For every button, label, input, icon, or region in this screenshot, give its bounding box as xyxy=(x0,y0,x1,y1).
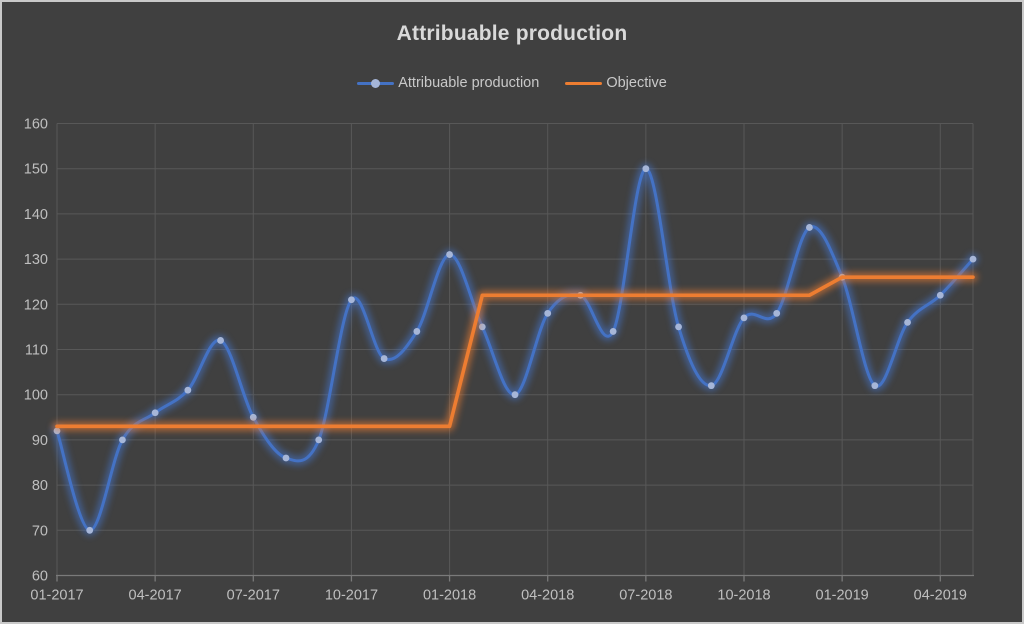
svg-text:80: 80 xyxy=(32,478,48,494)
svg-text:01-2019: 01-2019 xyxy=(816,588,869,604)
svg-text:10-2018: 10-2018 xyxy=(717,588,770,604)
svg-text:60: 60 xyxy=(32,569,48,585)
svg-text:01-2018: 01-2018 xyxy=(423,588,476,604)
x-axis-labels: 01-2017 04-2017 07-2017 10-2017 01-2018 04-20… xyxy=(30,588,967,604)
series-objective xyxy=(52,272,978,431)
svg-text:150: 150 xyxy=(24,162,48,178)
chart-legend: Attribuable production Objective xyxy=(2,75,1022,91)
legend-label-attribuable-production: Attribuable production xyxy=(398,75,540,91)
svg-text:07-2018: 07-2018 xyxy=(619,588,672,604)
svg-text:110: 110 xyxy=(25,343,48,359)
svg-text:160: 160 xyxy=(24,117,48,133)
legend-key-line-icon xyxy=(565,79,603,88)
y-axis-labels: 60 70 80 90 100 110 120 130 140 150 160 xyxy=(24,117,48,585)
legend-label-objective: Objective xyxy=(606,75,667,91)
svg-text:04-2017: 04-2017 xyxy=(129,588,182,604)
svg-text:120: 120 xyxy=(24,297,48,313)
svg-text:04-2018: 04-2018 xyxy=(521,588,574,604)
svg-text:70: 70 xyxy=(32,523,48,539)
svg-text:01-2017: 01-2017 xyxy=(30,588,83,604)
svg-text:130: 130 xyxy=(24,252,48,268)
svg-text:07-2017: 07-2017 xyxy=(227,588,280,604)
gridlines xyxy=(56,123,974,576)
svg-text:10-2017: 10-2017 xyxy=(325,588,378,604)
legend-key-line-with-marker-icon xyxy=(357,78,395,88)
svg-text:90: 90 xyxy=(32,433,48,449)
chart-title: Attribuable production xyxy=(396,22,628,45)
legend-item-attribuable-production: Attribuable production xyxy=(357,75,539,91)
svg-text:04-2019: 04-2019 xyxy=(914,588,967,604)
svg-text:140: 140 xyxy=(24,207,48,223)
x-axis xyxy=(56,574,974,582)
svg-text:100: 100 xyxy=(24,388,48,404)
legend-item-objective: Objective xyxy=(565,75,667,91)
